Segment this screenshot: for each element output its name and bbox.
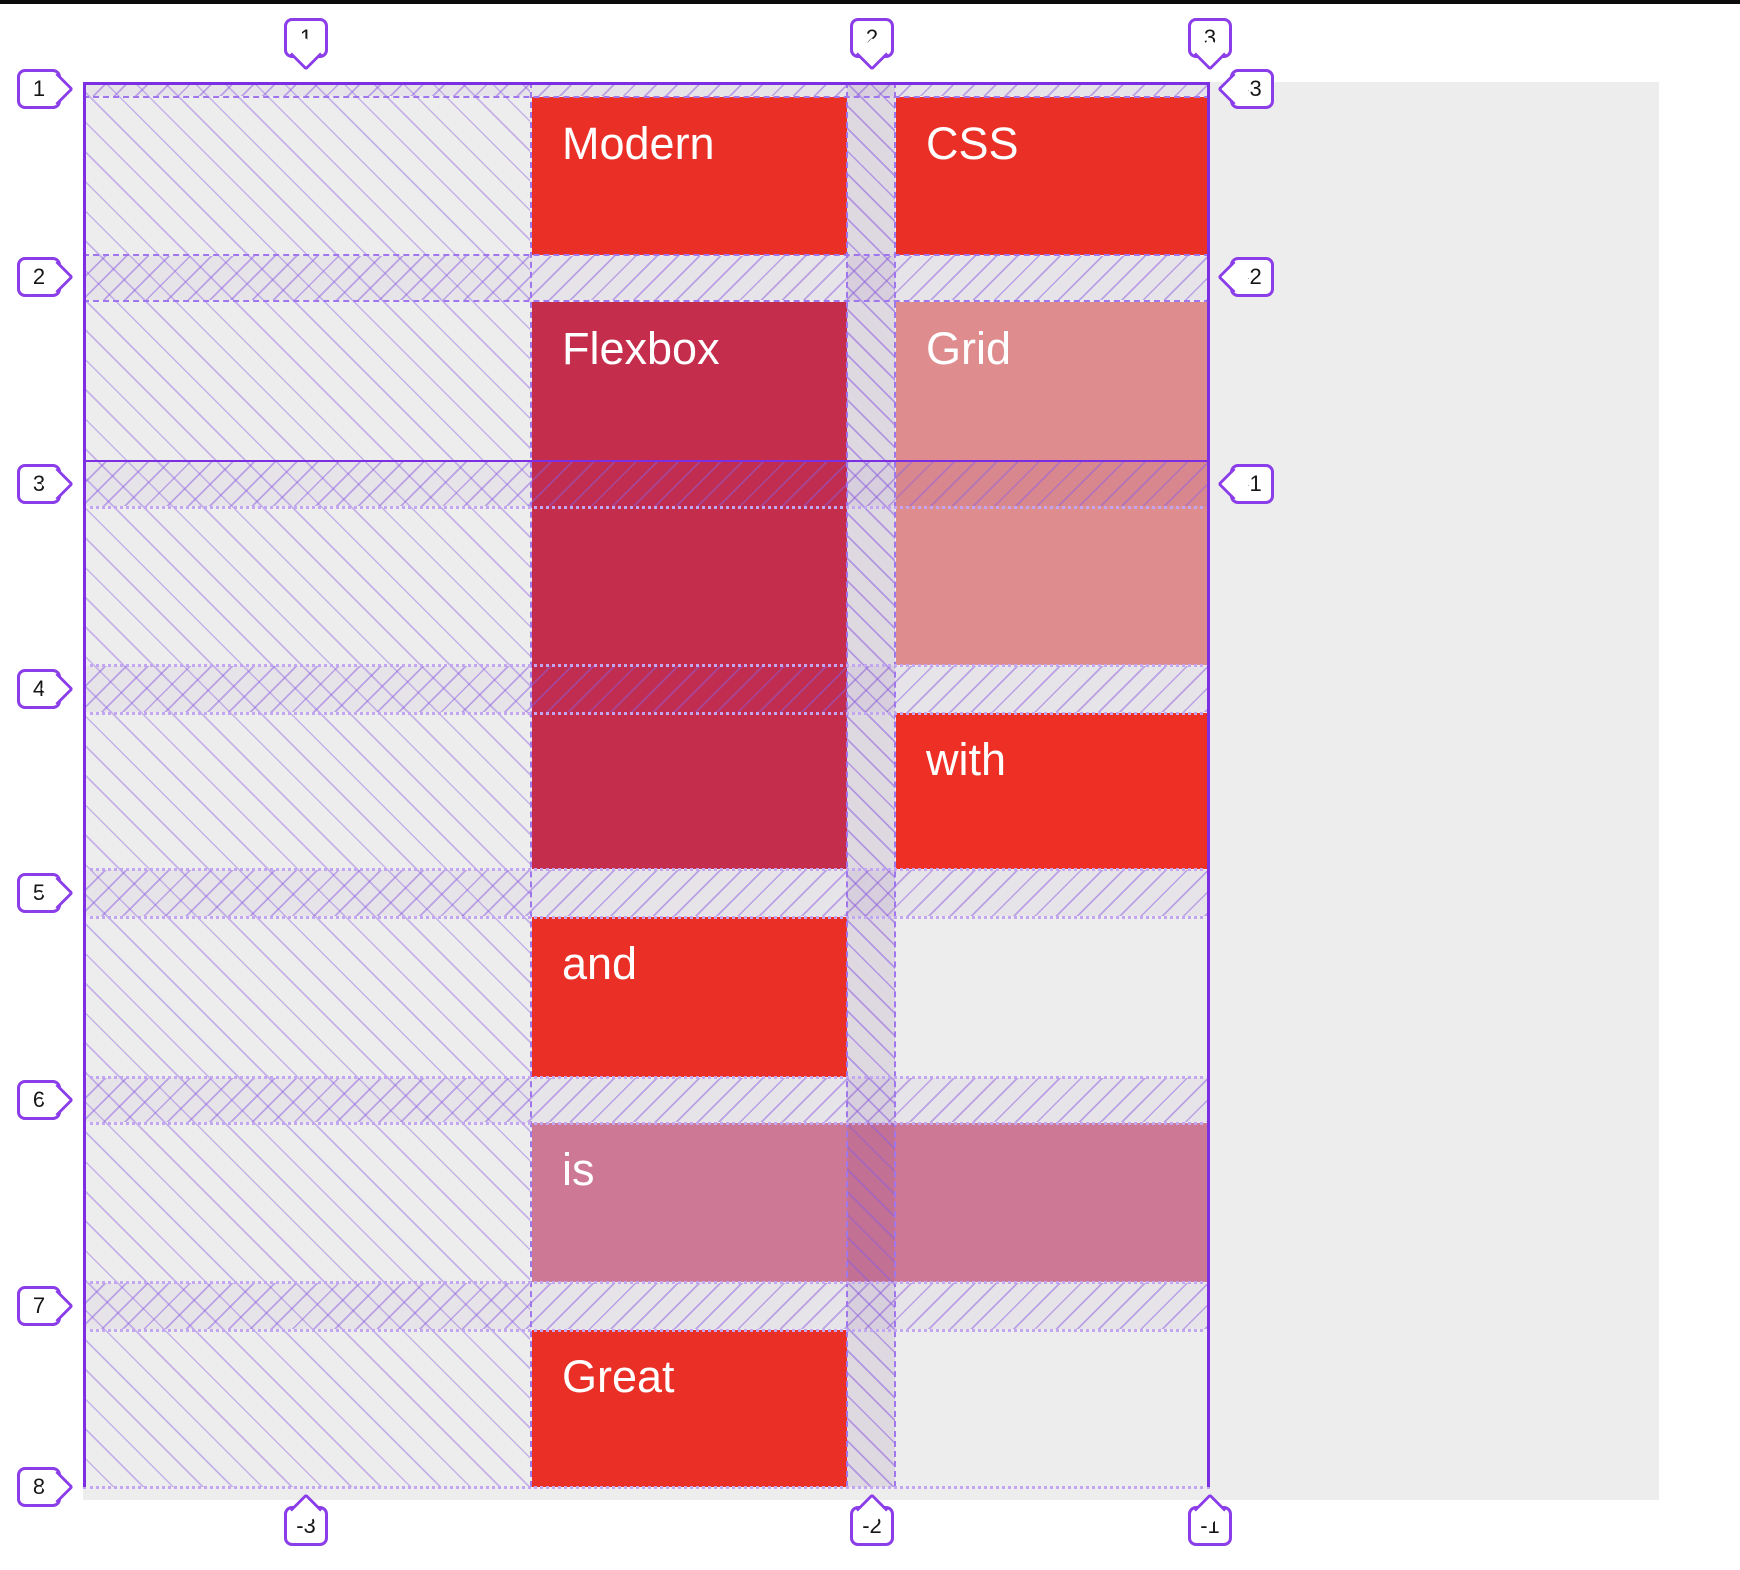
col-line-badge-bottom-neg3: -3 — [284, 1506, 328, 1546]
grid-overlay-bottom-edge-dotted — [83, 1486, 1210, 1489]
grid-column-line-dashed — [530, 82, 532, 1487]
grid-row-line-dotted — [83, 664, 1210, 667]
grid-row-line-dotted — [83, 506, 1210, 509]
line-number-label: 8 — [32, 1474, 46, 1499]
line-number-label: 7 — [32, 1293, 46, 1318]
grid-item-label: Grid — [926, 323, 1012, 374]
row-gap-hatch — [83, 1283, 1210, 1329]
grid-item-label: with — [926, 734, 1007, 785]
line-number-label: 6 — [32, 1087, 46, 1112]
grid-item-label: Great — [562, 1351, 675, 1402]
grid-overlay-top-border — [83, 82, 1210, 85]
row-line-badge-left-6: 6 — [17, 1080, 61, 1120]
row-line-badge-left-7: 7 — [17, 1286, 61, 1326]
col-line-badge-bottom-neg1: -1 — [1188, 1506, 1232, 1546]
grid-item-label: CSS — [926, 118, 1019, 169]
grid-row-line-dotted — [83, 1122, 1210, 1125]
grid-row-line-dotted — [83, 712, 1210, 715]
empty-column-track-hatch — [83, 82, 530, 1487]
grid-row-line-dotted — [83, 1281, 1210, 1284]
row-line-badge-right-neg2: -2 — [1230, 257, 1274, 297]
col-line-badge-top-1: 1 — [284, 18, 328, 58]
line-number-label: 2 — [32, 264, 46, 289]
row-gap-hatch — [83, 666, 1210, 712]
grid-row-line-dotted — [83, 868, 1210, 871]
explicit-grid-row-line-3 — [83, 460, 1210, 462]
grid-item-label: Flexbox — [562, 323, 720, 374]
grid-column-line-dashed — [894, 82, 896, 1487]
grid-row-line-dotted — [83, 1076, 1210, 1079]
row-gap-hatch — [83, 1078, 1210, 1122]
grid-item-css: CSS — [896, 97, 1210, 255]
grid-column-line-dashed — [846, 82, 848, 1487]
line-number-label: 2 — [865, 25, 879, 50]
row-line-badge-right-neg3: -3 — [1230, 69, 1274, 109]
column-gap-hatch — [847, 82, 895, 1487]
line-number-label: 3 — [32, 471, 46, 496]
line-number-label: 4 — [32, 676, 46, 701]
row-gap-hatch — [83, 84, 1210, 96]
grid-overlay-right-border — [1207, 82, 1210, 1487]
line-number-label: -1 — [1200, 1513, 1220, 1538]
grid-row-line-dotted — [83, 916, 1210, 919]
row-line-badge-left-8: 8 — [17, 1467, 61, 1507]
line-number-label: -2 — [862, 1513, 882, 1538]
grid-row-line-dashed — [83, 254, 1210, 256]
row-line-badge-right-neg1: -1 — [1230, 464, 1274, 504]
row-line-badge-left-3: 3 — [17, 464, 61, 504]
line-number-label: -1 — [1242, 471, 1262, 496]
grid-item-label: is — [562, 1144, 595, 1195]
line-number-label: 1 — [299, 25, 313, 50]
line-number-label: -3 — [296, 1513, 316, 1538]
black-top-bar — [0, 0, 1740, 4]
row-gap-hatch — [83, 462, 1210, 506]
grid-item-with: with — [896, 713, 1210, 869]
grid-item-label: Modern — [562, 118, 715, 169]
line-number-label: -2 — [1242, 264, 1262, 289]
row-line-badge-left-5: 5 — [17, 873, 61, 913]
row-gap-hatch — [83, 870, 1210, 916]
grid-row-line-dashed — [83, 96, 1210, 98]
col-line-badge-top-2: 2 — [850, 18, 894, 58]
grid-row-line-dashed — [83, 300, 1210, 302]
line-number-label: 1 — [32, 76, 46, 101]
line-number-label: 5 — [32, 880, 46, 905]
row-gap-hatch — [83, 256, 1210, 300]
line-number-label: 3 — [1203, 25, 1217, 50]
grid-item-flexbox: Flexbox — [532, 302, 847, 869]
grid-item-and: and — [532, 917, 847, 1077]
grid-item-label: and — [562, 938, 638, 989]
row-line-badge-left-4: 4 — [17, 669, 61, 709]
col-line-badge-bottom-neg2: -2 — [850, 1506, 894, 1546]
row-line-badge-left-1: 1 — [17, 69, 61, 109]
row-line-badge-left-2: 2 — [17, 257, 61, 297]
grid-overlay-left-border — [83, 82, 86, 1487]
grid-item-modern: Modern — [532, 97, 847, 255]
grid-item-great: Great — [532, 1330, 847, 1487]
line-number-label: -3 — [1242, 76, 1262, 101]
grid-row-line-dotted — [83, 1329, 1210, 1332]
col-line-badge-top-3: 3 — [1188, 18, 1232, 58]
